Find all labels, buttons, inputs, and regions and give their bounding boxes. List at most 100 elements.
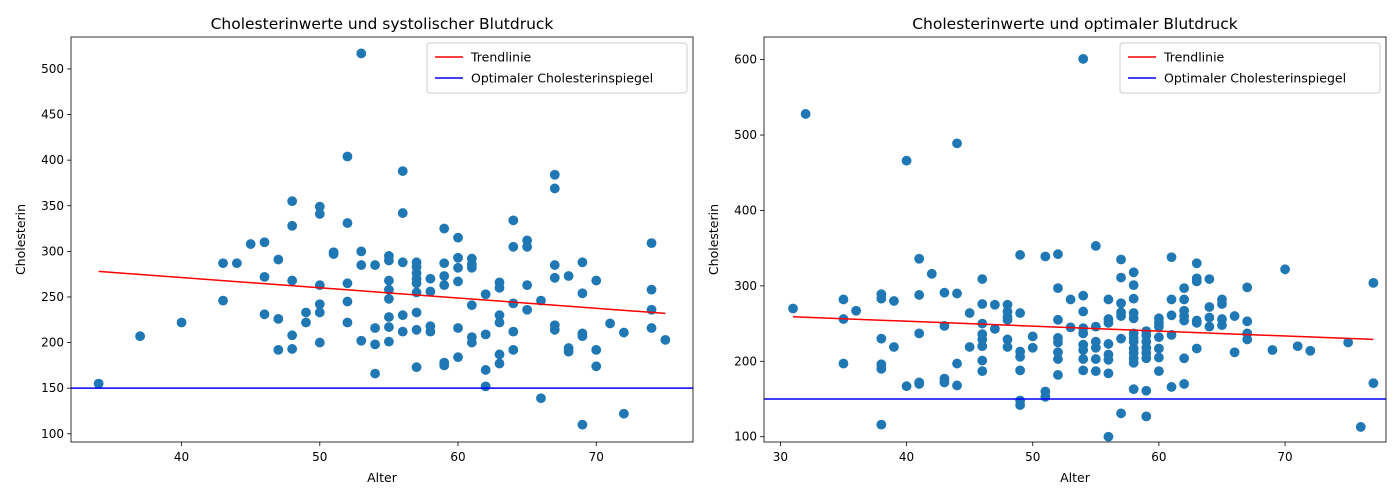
data-point xyxy=(245,239,256,249)
data-point xyxy=(328,249,339,259)
data-point xyxy=(618,327,629,338)
data-point xyxy=(1053,337,1063,348)
data-point xyxy=(287,344,298,354)
data-point xyxy=(1191,343,1202,354)
data-point xyxy=(1090,321,1101,332)
data-point xyxy=(411,307,422,318)
data-point xyxy=(591,361,602,372)
data-point xyxy=(1242,316,1253,327)
y-tick-label: 200 xyxy=(41,336,64,350)
data-point xyxy=(397,257,408,268)
data-point xyxy=(838,358,849,369)
data-point xyxy=(1116,254,1126,265)
y-tick-label: 300 xyxy=(41,244,64,258)
data-point xyxy=(1343,337,1354,348)
data-point xyxy=(901,381,912,392)
data-point xyxy=(1103,368,1114,379)
data-point xyxy=(397,310,408,321)
data-point xyxy=(1368,277,1379,288)
y-axis-label: Cholesterin xyxy=(13,204,28,275)
plot-area xyxy=(71,37,693,442)
chart-cholesterol-optimal: 30 40 50 60 70 100 200 300 400 500 600 Cholesterinw… xyxy=(706,15,1387,485)
data-point xyxy=(876,293,887,304)
chart-cholesterol-systolic: 40 50 60 70 100 150 200 250 300 350 400 450 500 Chole… xyxy=(13,15,694,485)
data-point xyxy=(1166,310,1177,321)
data-point xyxy=(1368,378,1379,389)
data-point xyxy=(1154,332,1164,343)
data-point xyxy=(1053,283,1063,294)
data-point xyxy=(1078,290,1089,301)
data-point xyxy=(356,48,367,59)
data-point xyxy=(1040,251,1051,262)
data-point xyxy=(851,305,861,316)
data-point xyxy=(522,304,533,315)
data-point xyxy=(1027,331,1038,342)
data-point xyxy=(1204,321,1215,332)
data-point xyxy=(577,257,588,268)
data-point xyxy=(646,238,657,249)
data-point xyxy=(939,377,950,388)
legend-item-trendline-label: Trendlinie xyxy=(470,50,532,65)
data-point xyxy=(1078,365,1089,376)
data-point xyxy=(342,296,353,307)
data-point xyxy=(1078,306,1089,317)
data-point xyxy=(914,290,925,300)
data-point xyxy=(370,368,380,379)
data-point xyxy=(549,260,560,270)
data-point xyxy=(1002,314,1013,325)
data-point xyxy=(1002,334,1013,345)
data-point xyxy=(425,286,436,297)
data-point xyxy=(480,381,491,392)
data-point xyxy=(1217,320,1227,330)
data-point xyxy=(1116,333,1126,344)
data-point xyxy=(577,288,588,299)
data-point xyxy=(1027,342,1038,353)
x-tick-label: 70 xyxy=(589,450,604,464)
data-point xyxy=(1179,294,1190,305)
y-tick-label: 100 xyxy=(41,427,64,441)
data-point xyxy=(889,296,899,306)
data-point xyxy=(356,335,367,346)
plot-area xyxy=(764,37,1386,442)
data-point xyxy=(1292,341,1303,352)
data-point xyxy=(494,349,505,360)
data-point xyxy=(218,295,228,306)
y-tick-label: 600 xyxy=(734,53,757,67)
data-point xyxy=(1078,328,1089,339)
data-point xyxy=(1015,351,1026,362)
trend-line xyxy=(98,270,666,315)
data-point xyxy=(660,334,671,345)
data-point xyxy=(536,295,546,306)
data-point xyxy=(273,313,284,324)
data-point xyxy=(453,276,463,287)
data-point xyxy=(259,272,270,282)
x-tick-label: 70 xyxy=(1277,450,1292,464)
data-point xyxy=(1103,431,1114,442)
y-tick-label: 450 xyxy=(41,108,64,122)
data-point xyxy=(494,310,505,321)
data-point xyxy=(411,278,422,289)
data-point xyxy=(1128,336,1139,347)
data-point xyxy=(522,241,533,252)
data-point xyxy=(480,329,491,340)
data-point xyxy=(977,341,988,352)
data-point xyxy=(605,318,615,329)
data-point xyxy=(914,253,925,264)
data-point xyxy=(889,342,899,352)
data-point xyxy=(1154,366,1164,377)
data-point xyxy=(1090,366,1101,377)
y-tick-label: 100 xyxy=(734,430,757,444)
data-point xyxy=(1267,345,1278,355)
axes-frame xyxy=(763,36,1387,443)
x-tick-label: 60 xyxy=(450,450,465,464)
data-point xyxy=(1002,342,1013,352)
y-tick-label: 300 xyxy=(734,279,757,293)
data-point xyxy=(926,268,937,279)
data-point xyxy=(1179,379,1190,389)
data-point xyxy=(964,308,975,318)
data-point xyxy=(1128,384,1139,395)
data-point xyxy=(1229,311,1240,321)
data-point xyxy=(384,255,394,266)
x-tick-label: 40 xyxy=(899,450,914,464)
